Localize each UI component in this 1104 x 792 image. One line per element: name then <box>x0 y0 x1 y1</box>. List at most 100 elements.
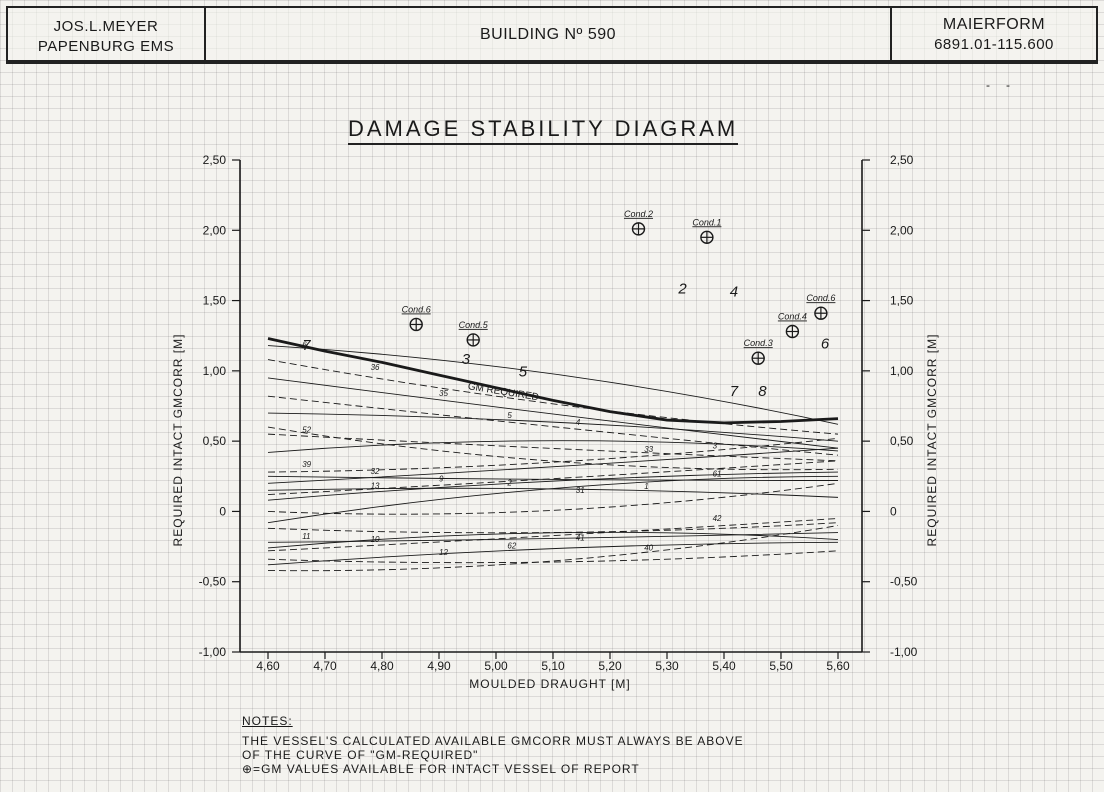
y-tick-label-right: -1,00 <box>890 645 918 659</box>
damage-case-label: 9 <box>439 474 444 483</box>
damage-case-curve <box>267 433 839 462</box>
damage-case-label: 3 <box>713 441 718 450</box>
damage-case-curve <box>267 460 839 496</box>
y-tick-label-left: 1,00 <box>203 364 227 378</box>
y-axis-label-left: REQUIRED INTACT GMCORR [M] <box>171 334 185 547</box>
note-line: OF THE CURVE OF "GM-REQUIRED" <box>242 748 479 762</box>
y-tick-label-left: 2,50 <box>203 153 227 167</box>
damage-case-label: 1 <box>644 482 648 491</box>
damage-case-label: 12 <box>439 548 448 557</box>
damage-case-curve <box>267 518 839 552</box>
chart-annotation: 3 <box>462 351 471 368</box>
intact-condition-label: Cond.5 <box>459 320 489 330</box>
intact-condition-label: Cond.3 <box>744 338 773 348</box>
header-designer-box: MAIERFORM 6891.01-115.600 <box>890 6 1098 62</box>
x-tick-label: 4,70 <box>313 659 337 673</box>
damage-case-curve <box>267 345 839 425</box>
damage-case-label: 61 <box>713 470 722 479</box>
damage-case-curve <box>267 531 839 549</box>
corner-mark: - <box>986 78 990 92</box>
y-tick-label-right: 0,50 <box>890 434 914 448</box>
y-tick-label-left: 0,50 <box>203 434 227 448</box>
intact-condition-label: Cond.6 <box>806 293 835 303</box>
y-tick-label-right: 1,50 <box>890 294 914 308</box>
building-number: BUILDING Nº 590 <box>479 26 617 43</box>
notes-block: NOTES: THE VESSEL'S CALCULATED AVAILABLE… <box>242 714 744 776</box>
chart-annotation: 4 <box>730 283 738 300</box>
y-tick-label-left: 1,50 <box>203 294 227 308</box>
damage-case-label: 41 <box>576 533 585 542</box>
x-tick-label: 4,80 <box>370 659 394 673</box>
damage-case-label: 33 <box>644 445 653 454</box>
damage-case-label: 42 <box>713 514 722 523</box>
x-tick-label: 5,10 <box>541 659 565 673</box>
damage-case-label: 52 <box>302 426 311 435</box>
damage-case-curve <box>267 475 839 481</box>
damage-case-label: 35 <box>439 389 448 398</box>
damage-case-label: 2 <box>506 478 512 487</box>
y-tick-label-right: 1,00 <box>890 364 914 378</box>
damage-case-curve <box>267 447 839 484</box>
damage-case-curve <box>267 412 839 442</box>
document-number: 6891.01-115.600 <box>934 36 1054 53</box>
x-tick-label: 5,00 <box>484 659 508 673</box>
y-tick-label-left: 0 <box>219 504 226 518</box>
damage-case-label: 62 <box>507 542 516 551</box>
header-building-box: BUILDING Nº 590 <box>204 6 892 62</box>
chart-annotation: 7 <box>730 383 739 400</box>
gm-required-curve <box>267 337 839 425</box>
damage-case-label: 5 <box>507 411 512 420</box>
damage-case-curve <box>267 377 839 449</box>
intact-condition-label: Cond.1 <box>692 217 721 227</box>
y-tick-label-right: -0,50 <box>890 575 918 589</box>
x-tick-label: 4,90 <box>427 659 451 673</box>
chart-title: DAMAGE STABILITY DIAGRAM <box>348 116 739 145</box>
damage-case-label: 39 <box>302 460 311 469</box>
note-line: THE VESSEL'S CALCULATED AVAILABLE GMCORR… <box>242 734 744 748</box>
notes-heading: NOTES: <box>242 714 293 728</box>
x-tick-label: 4,60 <box>256 659 280 673</box>
intact-condition-label: Cond.4 <box>778 311 807 321</box>
x-tick-label: 5,20 <box>598 659 622 673</box>
chart-annotation: 2 <box>677 281 687 298</box>
damage-case-curve <box>267 426 839 471</box>
x-tick-label: 5,60 <box>826 659 850 673</box>
corner-mark: - <box>1006 78 1010 92</box>
y-tick-label-left: -0,50 <box>199 575 227 589</box>
damage-case-curve <box>267 359 839 435</box>
damage-case-label: 6 <box>302 340 307 349</box>
y-tick-label-left: 2,00 <box>203 223 227 237</box>
damage-case-curve <box>267 437 839 473</box>
damage-case-label: 13 <box>371 482 380 491</box>
damage-case-label: 11 <box>302 532 310 541</box>
intact-condition-label: Cond.6 <box>402 304 431 314</box>
damage-case-curve <box>267 482 839 515</box>
chart-annotation: 5 <box>519 363 528 380</box>
damage-case-curve <box>267 541 839 566</box>
damage-case-curve <box>267 487 839 498</box>
x-tick-label: 5,50 <box>769 659 793 673</box>
y-tick-label-left: -1,00 <box>199 645 227 659</box>
x-axis-label: MOULDED DRAUGHT [M] <box>469 677 630 691</box>
note-line: ⊕=GM VALUES AVAILABLE FOR INTACT VESSEL … <box>242 762 640 776</box>
damage-case-label: 32 <box>371 467 380 476</box>
intact-condition-label: Cond.2 <box>624 209 653 219</box>
damage-case-curve <box>267 550 839 564</box>
y-tick-label-right: 0 <box>890 504 897 518</box>
damage-case-label: 36 <box>371 363 380 372</box>
x-tick-label: 5,40 <box>712 659 736 673</box>
x-tick-label: 5,30 <box>655 659 679 673</box>
damage-case-curve <box>267 525 839 572</box>
damage-case-curve <box>267 522 839 534</box>
company-name: JOS.L.MEYER <box>53 18 159 35</box>
damage-case-curve <box>267 440 839 453</box>
company-location: PAPENBURG EMS <box>37 38 175 55</box>
designer-name: MAIERFORM <box>942 16 1046 33</box>
header-rule <box>6 62 1098 64</box>
header-company-box: JOS.L.MEYER PAPENBURG EMS <box>6 6 206 62</box>
damage-case-curve <box>267 471 839 501</box>
chart-annotation: 6 <box>821 335 830 352</box>
chart-annotation: 7 <box>302 337 311 354</box>
damage-case-curve <box>267 475 839 524</box>
